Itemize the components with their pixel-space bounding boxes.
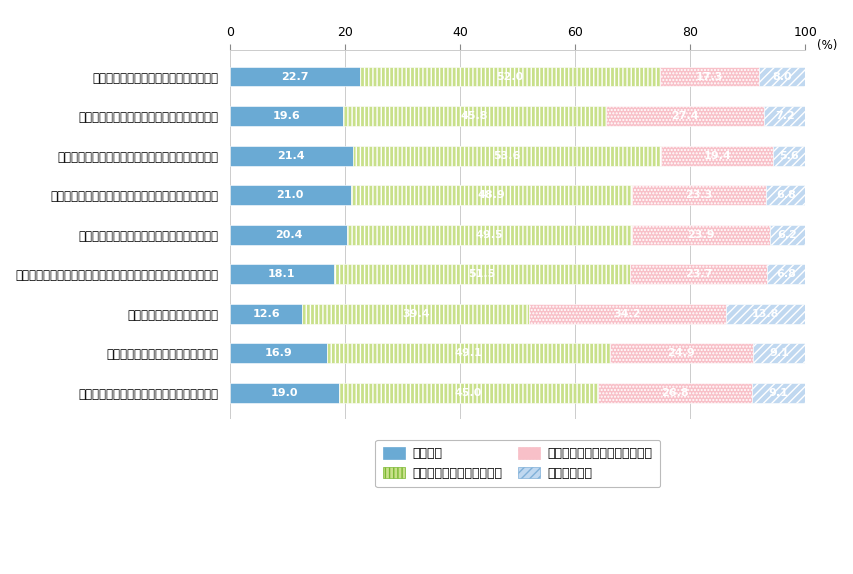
Text: 8.0: 8.0	[772, 72, 792, 82]
Bar	[339, 383, 597, 402]
Bar	[661, 146, 772, 165]
Bar	[752, 343, 804, 363]
Text: 23.3: 23.3	[685, 190, 712, 200]
Text: (%): (%)	[816, 39, 836, 52]
Text: 16.9: 16.9	[264, 348, 292, 358]
Text: 19.0: 19.0	[270, 388, 298, 398]
Text: 7.2: 7.2	[774, 111, 793, 121]
Bar	[769, 225, 804, 245]
Text: 19.6: 19.6	[272, 111, 299, 121]
Bar	[631, 185, 765, 205]
Text: 22.7: 22.7	[281, 72, 309, 82]
Text: 26.8: 26.8	[661, 388, 688, 398]
Text: 12.6: 12.6	[252, 309, 280, 319]
Bar	[229, 106, 342, 126]
Bar	[229, 185, 351, 205]
Bar	[529, 304, 725, 324]
Text: 51.5: 51.5	[468, 269, 496, 279]
Bar	[334, 264, 630, 284]
Text: 45.0: 45.0	[455, 388, 482, 398]
Bar	[229, 146, 352, 165]
Legend: そう思う, どちらかというとそう思う, どちらかというとそう思わない, そう思わない: そう思う, どちらかというとそう思う, どちらかというとそう思わない, そう思わ…	[374, 440, 659, 487]
Text: 19.4: 19.4	[703, 150, 730, 161]
Bar	[631, 225, 769, 245]
Bar	[229, 304, 302, 324]
Bar	[766, 264, 805, 284]
Bar	[229, 264, 334, 284]
Bar	[606, 106, 763, 126]
Bar	[351, 185, 631, 205]
Bar	[327, 343, 609, 363]
Bar	[751, 383, 804, 402]
Bar	[360, 67, 659, 87]
Bar	[772, 146, 804, 165]
Text: 23.7: 23.7	[684, 269, 711, 279]
Text: 45.8: 45.8	[460, 111, 488, 121]
Text: 6.2: 6.2	[777, 230, 797, 240]
Text: 9.1: 9.1	[769, 348, 788, 358]
Bar	[229, 383, 339, 402]
Bar	[630, 264, 766, 284]
Text: 23.9: 23.9	[687, 230, 714, 240]
Bar	[342, 106, 606, 126]
Text: 6.8: 6.8	[775, 269, 795, 279]
Bar	[229, 67, 360, 87]
Text: 21.4: 21.4	[277, 150, 305, 161]
Text: 21.0: 21.0	[276, 190, 304, 200]
Text: 17.3: 17.3	[695, 72, 722, 82]
Text: 6.8: 6.8	[775, 190, 795, 200]
Bar	[758, 67, 804, 87]
Bar	[763, 106, 804, 126]
Text: 52.0: 52.0	[496, 72, 523, 82]
Text: 9.1: 9.1	[768, 388, 787, 398]
Text: 18.1: 18.1	[268, 269, 295, 279]
Text: 27.4: 27.4	[670, 111, 698, 121]
Text: 49.1: 49.1	[454, 348, 482, 358]
Bar	[229, 343, 327, 363]
Bar	[725, 304, 804, 324]
Bar	[229, 225, 347, 245]
Bar	[609, 343, 752, 363]
Text: 20.4: 20.4	[275, 230, 302, 240]
Bar	[659, 67, 758, 87]
Text: 5.6: 5.6	[779, 150, 798, 161]
Text: 53.6: 53.6	[493, 150, 520, 161]
Bar	[765, 185, 804, 205]
Bar	[347, 225, 631, 245]
Text: 48.9: 48.9	[477, 190, 505, 200]
Bar	[597, 383, 751, 402]
Bar	[302, 304, 529, 324]
Text: 49.5: 49.5	[475, 230, 503, 240]
Bar	[352, 146, 661, 165]
Text: 13.8: 13.8	[751, 309, 779, 319]
Text: 34.2: 34.2	[613, 309, 641, 319]
Text: 39.4: 39.4	[402, 309, 429, 319]
Text: 24.9: 24.9	[667, 348, 694, 358]
